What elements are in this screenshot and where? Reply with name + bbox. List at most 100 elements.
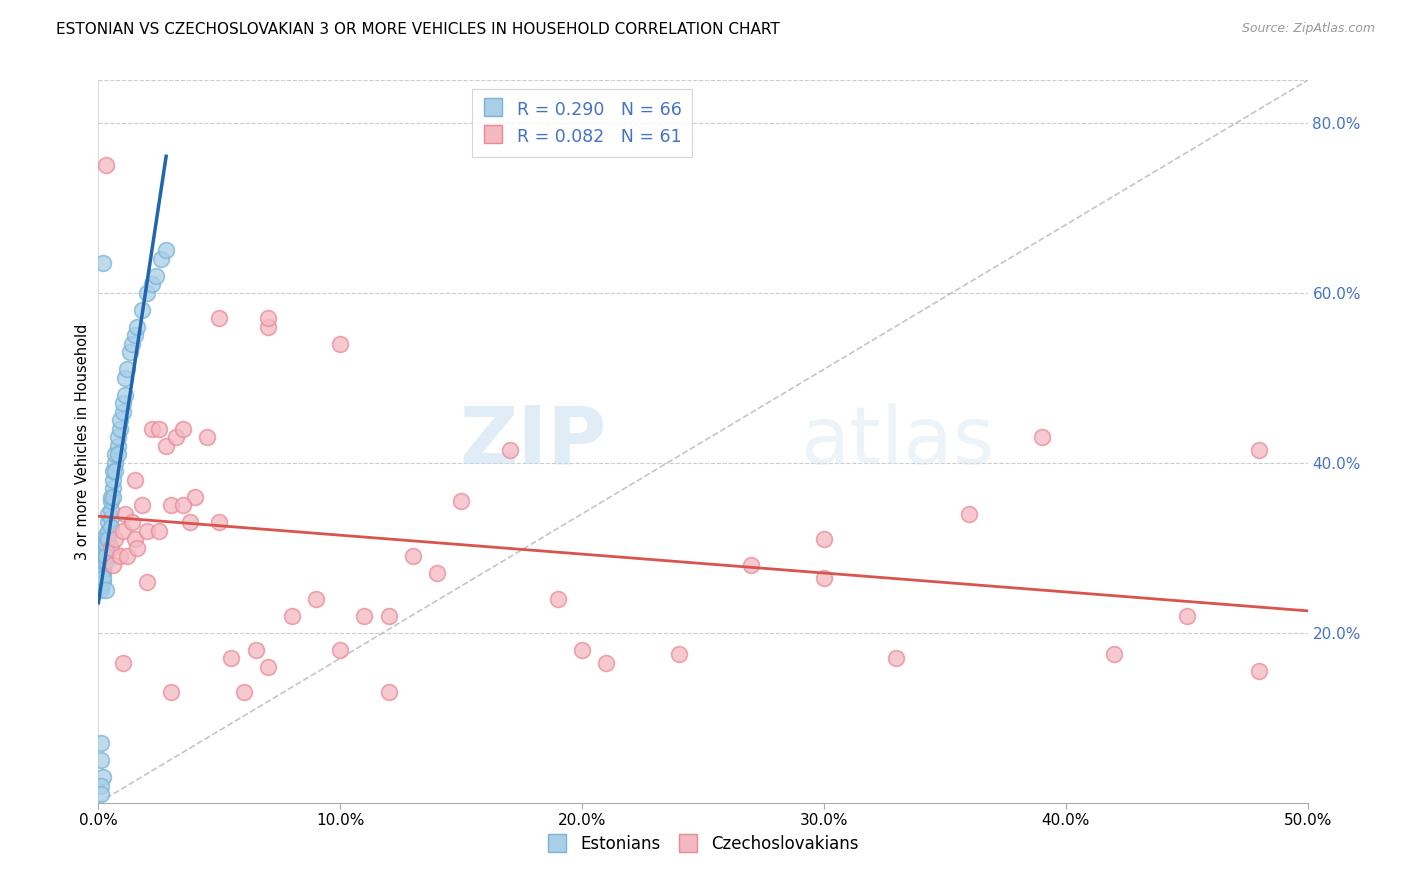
Point [104,464,127,478]
Point [208,311,231,326]
Point [124,533,146,547]
Point [813,570,835,584]
Point [813,533,835,547]
Point [91,770,114,784]
Point [353,608,375,623]
Point [101,481,124,495]
Point [160,685,183,699]
Point [377,685,399,699]
Point [90,558,112,572]
Point [94,583,117,598]
Point [104,456,127,470]
Point [97,524,120,538]
Point [100,519,122,533]
Point [94,528,117,542]
Point [141,422,163,436]
Point [886,651,908,665]
Point [195,430,218,444]
Point [305,591,328,606]
Point [145,268,167,283]
Point [97,507,120,521]
Point [101,490,124,504]
Point [208,516,231,530]
Point [595,656,617,670]
Text: Source: ZipAtlas.com: Source: ZipAtlas.com [1241,22,1375,36]
Point [91,553,114,567]
Text: ESTONIAN VS CZECHOSLOVAKIAN 3 OR MORE VEHICLES IN HOUSEHOLD CORRELATION CHART: ESTONIAN VS CZECHOSLOVAKIAN 3 OR MORE VE… [56,22,780,37]
Point [402,549,425,564]
Point [91,545,114,559]
Point [172,422,194,436]
Point [90,562,112,576]
Point [127,541,149,555]
Point [131,498,153,512]
Point [329,336,352,351]
Point [117,549,139,564]
Point [94,158,117,172]
Point [97,533,120,547]
Point [101,464,124,478]
Point [100,490,122,504]
Point [117,362,139,376]
Point [135,574,157,589]
Point [121,516,143,530]
Point [111,524,134,538]
Point [377,608,399,623]
Point [141,277,163,292]
Point [94,549,117,564]
Point [104,447,127,461]
Point [101,558,124,572]
Point [1175,608,1198,623]
Point [256,660,278,674]
Point [91,549,114,564]
Point [91,553,114,567]
Point [450,494,472,508]
Point [281,608,304,623]
Point [165,430,187,444]
Point [90,736,112,750]
Legend: Estonians, Czechoslovakians: Estonians, Czechoslovakians [541,828,865,860]
Point [100,541,122,555]
Point [160,498,183,512]
Point [957,507,980,521]
Point [91,562,114,576]
Point [118,345,141,359]
Point [1249,443,1271,458]
Point [131,302,153,317]
Text: ZIP: ZIP [458,402,606,481]
Point [179,516,201,530]
Point [155,244,177,258]
Point [114,371,136,385]
Point [329,642,352,657]
Point [107,439,129,453]
Point [127,319,149,334]
Point [91,558,114,572]
Text: atlas: atlas [800,402,994,481]
Point [245,642,267,657]
Point [135,524,157,538]
Point [94,553,117,567]
Point [111,656,134,670]
Point [104,533,127,547]
Point [94,541,117,555]
Point [221,651,243,665]
Point [150,252,173,266]
Point [740,558,762,572]
Point [111,396,134,410]
Point [90,779,112,793]
Point [1031,430,1053,444]
Point [148,422,170,436]
Point [498,443,520,458]
Point [124,473,146,487]
Point [100,494,122,508]
Point [121,336,143,351]
Point [107,447,129,461]
Point [172,498,194,512]
Point [90,570,112,584]
Point [107,430,129,444]
Point [90,579,112,593]
Point [91,574,114,589]
Point [100,511,122,525]
Point [90,574,112,589]
Point [148,524,170,538]
